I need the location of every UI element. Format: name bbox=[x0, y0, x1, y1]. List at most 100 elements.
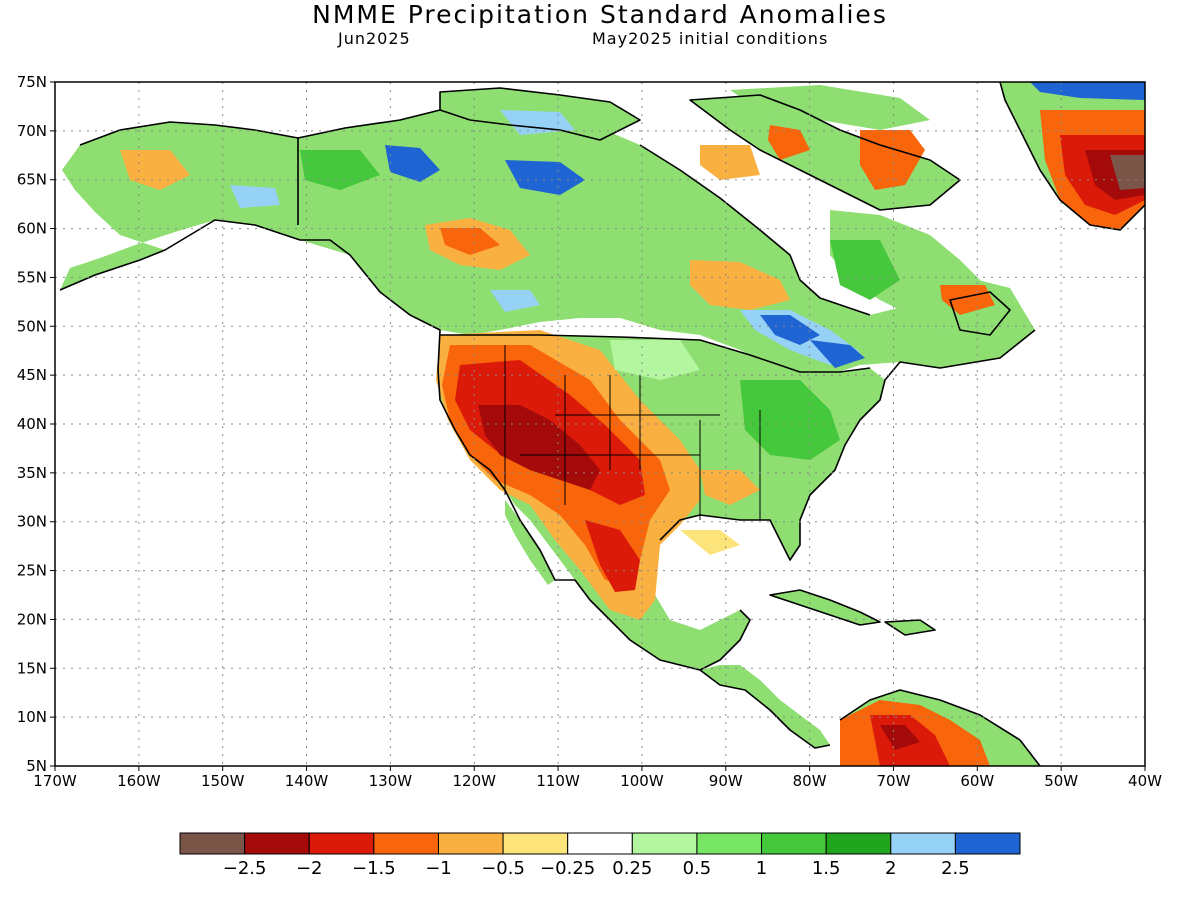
colorbar-swatch bbox=[179, 832, 246, 855]
baffin-island-coast bbox=[689, 94, 961, 211]
lon-label: 50W bbox=[1044, 772, 1078, 790]
us-canada-border bbox=[440, 334, 871, 373]
lat-label: 10N bbox=[17, 708, 47, 726]
colorbar-swatch bbox=[502, 832, 569, 855]
colorbar-label: 2 bbox=[885, 858, 896, 879]
colorbar-swatch bbox=[825, 832, 892, 855]
anomaly-dry-8 bbox=[690, 260, 790, 310]
coastline-layer bbox=[59, 82, 1145, 766]
anomaly-wet-6 bbox=[490, 290, 540, 312]
hudson-bay-coast bbox=[639, 144, 871, 316]
alaska-coast bbox=[79, 109, 441, 146]
lat-label: 15N bbox=[17, 659, 47, 677]
colorbar-swatch bbox=[308, 832, 375, 855]
lat-label: 35N bbox=[17, 464, 47, 482]
gulf-coast bbox=[699, 609, 751, 671]
cuba-land bbox=[770, 590, 880, 625]
lat-label: 70N bbox=[17, 122, 47, 140]
lon-label: 60W bbox=[960, 772, 994, 790]
colorbar-swatch bbox=[373, 832, 439, 855]
canada-land bbox=[298, 105, 1035, 378]
state-border-1 bbox=[504, 345, 761, 520]
anomaly-wet-1 bbox=[385, 145, 440, 182]
anomaly-dry-11 bbox=[768, 125, 810, 160]
lon-label: 70W bbox=[877, 772, 911, 790]
anomaly-dry-greenland-4 bbox=[1110, 155, 1145, 190]
colorbar-label: −2 bbox=[296, 858, 323, 879]
lon-label: 110W bbox=[536, 772, 580, 790]
anomaly-dry-7 bbox=[440, 228, 500, 255]
colorbar: −2.5 −2 −1.5 −1 −0.5 −0.25 0.25 0.5 1 1.5 2 2.5 bbox=[179, 832, 1021, 879]
colorbar-label: 2.5 bbox=[941, 858, 970, 879]
lat-label: 5N bbox=[26, 757, 47, 775]
lon-label: 160W bbox=[117, 772, 161, 790]
colorbar-swatch bbox=[437, 832, 504, 855]
lat-label: 30N bbox=[17, 513, 47, 531]
hispaniola-coast bbox=[884, 619, 936, 636]
lat-label: 55N bbox=[17, 268, 47, 286]
lon-label: 140W bbox=[285, 772, 329, 790]
anomaly-dry-9 bbox=[120, 150, 190, 190]
anomaly-dry-15 bbox=[680, 530, 740, 555]
arctic-islands-coast bbox=[439, 87, 641, 141]
initial-conditions-label: May2025 initial conditions bbox=[592, 29, 829, 48]
longitude-axis-labels: 170W 160W 150W 140W 130W 120W 110W 100W 90W 80W 70… bbox=[33, 772, 1162, 790]
lat-label: 60N bbox=[17, 220, 47, 238]
colorbar-swatch bbox=[954, 832, 1021, 855]
anomaly-dry-sa-3 bbox=[880, 725, 920, 750]
cuba-coast bbox=[769, 589, 881, 626]
axis-ticks bbox=[50, 81, 1146, 771]
graticule bbox=[55, 82, 1145, 766]
anomaly-wet-12 bbox=[610, 340, 700, 380]
anomaly-dry-14 bbox=[700, 470, 760, 505]
colorbar-label: 1 bbox=[756, 858, 767, 879]
colorbar-label: −0.5 bbox=[481, 858, 525, 879]
baja-california bbox=[505, 500, 555, 585]
lat-label: 45N bbox=[17, 366, 47, 384]
colorbar-swatch bbox=[696, 832, 763, 855]
map-title: NMME Precipitation Standard Anomalies bbox=[312, 0, 888, 29]
anomaly-dry-5 bbox=[585, 520, 640, 592]
colorbar-label: 0.25 bbox=[612, 858, 652, 879]
lon-label: 80W bbox=[793, 772, 827, 790]
anomaly-wet-9 bbox=[740, 380, 840, 460]
lon-label: 90W bbox=[709, 772, 743, 790]
colorbar-swatch bbox=[761, 832, 827, 855]
colorbar-label: −2.5 bbox=[223, 858, 267, 879]
colorbar-label: −1.5 bbox=[352, 858, 396, 879]
colorbar-swatch bbox=[567, 832, 633, 855]
colorbar-swatch bbox=[244, 832, 310, 855]
colorbar-label: 0.5 bbox=[683, 858, 712, 879]
alaska-south-coast bbox=[59, 219, 831, 749]
anomaly-wet-11 bbox=[830, 240, 900, 300]
colorbar-label: −0.25 bbox=[540, 858, 595, 879]
lon-label: 40W bbox=[1128, 772, 1162, 790]
lat-label: 25N bbox=[17, 562, 47, 580]
colorbar-label: 1.5 bbox=[812, 858, 841, 879]
colorbar-swatch bbox=[631, 832, 698, 855]
anomaly-dry-12 bbox=[860, 130, 925, 190]
anomaly-wet-7 bbox=[230, 185, 280, 208]
lat-label: 65N bbox=[17, 171, 47, 189]
anomaly-wet-8 bbox=[500, 110, 575, 135]
lat-label: 75N bbox=[17, 73, 47, 91]
anomaly-wet-greenland bbox=[1030, 82, 1145, 100]
anomaly-wet-4 bbox=[760, 315, 820, 345]
central-america-land bbox=[700, 665, 830, 748]
greenland-coast bbox=[999, 82, 1145, 231]
lat-label: 40N bbox=[17, 415, 47, 433]
lat-label: 50N bbox=[17, 317, 47, 335]
lon-label: 100W bbox=[620, 772, 664, 790]
anomaly-dry-4 bbox=[478, 405, 600, 490]
anomaly-dry-10 bbox=[700, 145, 760, 180]
colorbar-swatch bbox=[890, 832, 956, 855]
lon-label: 170W bbox=[33, 772, 77, 790]
ellesmere-island bbox=[730, 85, 930, 130]
map-plot-area bbox=[55, 82, 1145, 766]
forecast-month: Jun2025 bbox=[338, 29, 411, 48]
east-coast bbox=[659, 329, 1036, 561]
lon-label: 120W bbox=[452, 772, 496, 790]
south-america-coast bbox=[839, 689, 1041, 766]
anomaly-wet-2 bbox=[505, 160, 585, 195]
